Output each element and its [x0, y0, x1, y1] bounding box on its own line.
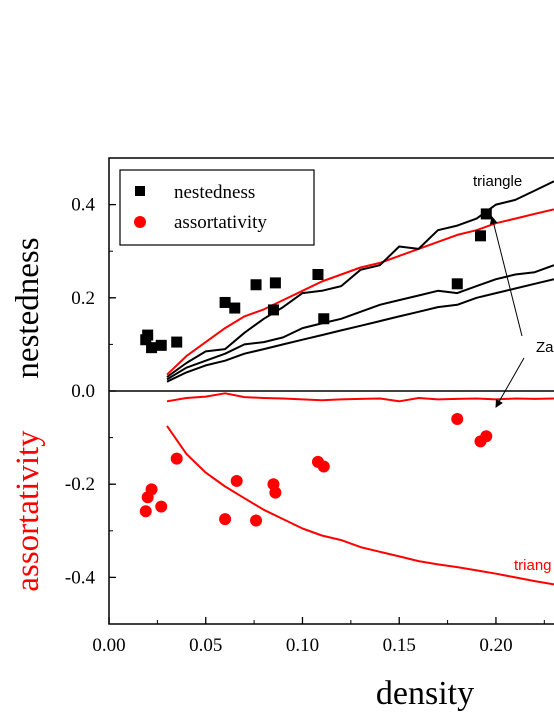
legend-marker-square: [135, 186, 145, 196]
x-tick-label: 0.00: [92, 635, 125, 656]
annotation-triangle-top: triangle: [473, 173, 522, 190]
assortativity-point: [230, 474, 243, 487]
assortativity-point: [269, 486, 282, 499]
y-tick-label: -0.4: [65, 567, 96, 588]
assortativity-point: [451, 412, 464, 425]
annotation-triangle-bottom: triang: [514, 557, 552, 574]
annotation-za: Za: [536, 339, 554, 356]
assortativity-point: [317, 460, 330, 473]
nestedness-point: [142, 329, 154, 341]
y-axis-label-bottom: assortativity: [10, 430, 46, 592]
nestedness-point: [171, 336, 183, 348]
assortativity-point: [480, 430, 493, 443]
y-tick-label: 0.2: [71, 288, 95, 309]
nestedness-point: [451, 278, 463, 290]
assortativity-point: [250, 514, 263, 527]
nestedness-point: [229, 302, 241, 314]
x-tick-label: 0.15: [383, 635, 416, 656]
assortativity-point: [170, 452, 183, 465]
axis-tick-labels: 0.00 0.05 0.10 0.15 0.20 -0.4 -0.2 0.0 0.2 0.4: [65, 195, 513, 656]
assortativity-point: [155, 500, 168, 513]
nestedness-point: [269, 277, 281, 289]
annotation-arrow-down: [495, 357, 525, 408]
legend-box: [119, 169, 315, 246]
model-line-5: [166, 278, 554, 383]
nestedness-point: [480, 208, 492, 220]
x-tick-label: 0.20: [479, 635, 512, 656]
y-tick-label: 0.0: [71, 381, 95, 402]
legend-marker-circle: [134, 216, 146, 228]
legend-label-nestedness: nestedness: [174, 182, 255, 203]
x-tick-label: 0.05: [189, 635, 222, 656]
nestedness-point: [155, 339, 167, 351]
nestedness-point: [267, 304, 279, 316]
y-tick-label: -0.2: [65, 474, 95, 495]
model-line-6: [166, 392, 554, 403]
assortativity-point: [145, 483, 158, 496]
nestedness-point: [474, 230, 486, 242]
nestedness-point: [312, 269, 324, 280]
y-tick-label: 0.4: [71, 195, 95, 216]
model-line-4: [166, 264, 554, 381]
model-lines: [166, 180, 554, 586]
x-axis-label: density: [376, 675, 474, 712]
x-tick-label: 0.10: [286, 635, 319, 656]
legend: nestedness assortativity: [119, 169, 315, 246]
nestedness-point: [318, 313, 330, 325]
data-points: [139, 208, 493, 527]
annotation-arrow-up: [489, 216, 523, 337]
nestedness-point: [146, 342, 158, 354]
assortativity-point: [139, 505, 152, 518]
axis-ticks: [108, 157, 545, 625]
nestedness-point: [219, 296, 231, 308]
nestedness-point: [250, 279, 262, 291]
model-line-2: [166, 208, 554, 376]
y-axis-label-top: nestedness: [10, 237, 46, 378]
model-line-7: [166, 425, 554, 586]
legend-label-assortativity: assortativity: [174, 212, 267, 233]
assortativity-point: [219, 513, 232, 526]
